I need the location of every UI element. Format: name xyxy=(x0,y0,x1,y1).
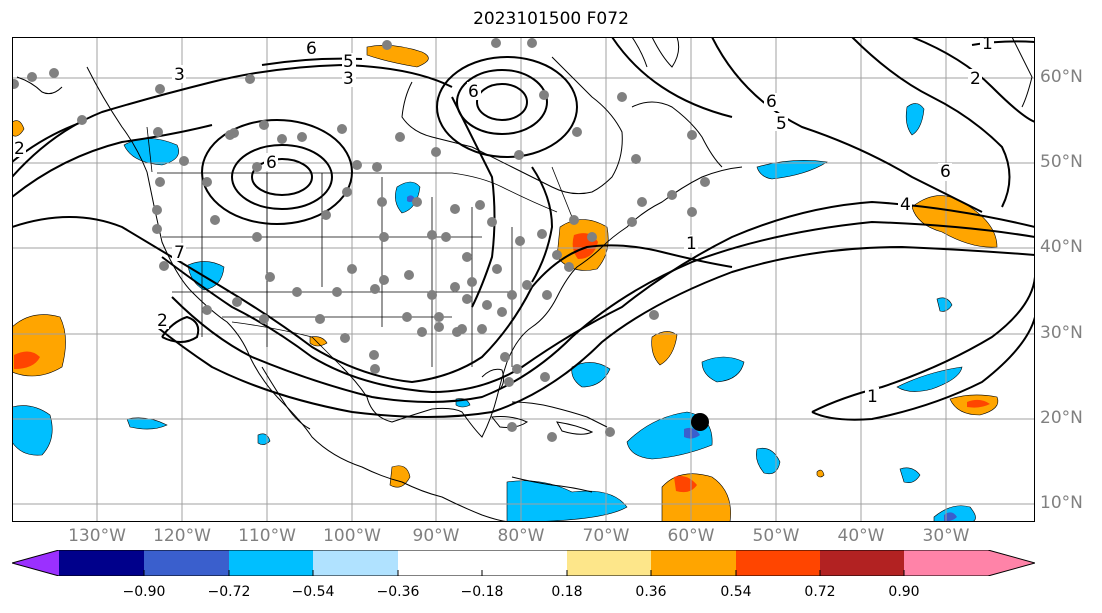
contour-label: 2 xyxy=(157,311,168,331)
contour-label: 6 xyxy=(468,82,479,102)
colorbar-segment xyxy=(144,550,229,576)
contour-label: 2 xyxy=(970,69,981,89)
contour-label: 6 xyxy=(766,92,777,112)
colorbar-tick-label: 0.36 xyxy=(635,584,667,600)
map-title: 2023101500 F072 xyxy=(473,9,629,29)
contour-label: 5 xyxy=(343,52,354,72)
colorbar-segment xyxy=(988,550,1035,576)
map-canvas: 3 3 5 5 6 6 6 6 6 4 2 2 1 1 2 1 7 xyxy=(12,37,1035,522)
contour-label: 7 xyxy=(174,243,185,263)
colorbar-segment xyxy=(904,550,988,576)
anomaly-shading xyxy=(12,45,999,522)
contour-label: 1 xyxy=(686,234,697,254)
colorbar-tick-label: 0.90 xyxy=(888,584,920,600)
colorbar-tick-label: 0.18 xyxy=(551,584,583,600)
colorbar-segment xyxy=(651,550,736,576)
lon-label-60w: 60°W xyxy=(667,526,715,546)
highlight-point-marker xyxy=(691,413,709,431)
lon-label-120w: 120°W xyxy=(153,526,211,546)
lon-label-130w: 130°W xyxy=(68,526,126,546)
colorbar-segment xyxy=(229,550,314,576)
lon-label-30w: 30°W xyxy=(922,526,970,546)
lon-label-100w: 100°W xyxy=(323,526,381,546)
lon-label-40w: 40°W xyxy=(837,526,885,546)
map-panel: 3 3 5 5 6 6 6 6 6 4 2 2 1 1 2 1 7 xyxy=(12,37,1035,522)
lon-label-50w: 50°W xyxy=(752,526,800,546)
colorbar-tick-label: −0.36 xyxy=(376,584,420,600)
colorbar-tick-label: −0.90 xyxy=(122,584,166,600)
lat-label-20n: 20°N xyxy=(1040,408,1083,428)
contour-label: 2 xyxy=(14,139,25,159)
colorbar-tick-label: −0.54 xyxy=(291,584,335,600)
colorbar-segment xyxy=(820,550,905,576)
contour-label: 1 xyxy=(867,387,878,407)
contour-label: 3 xyxy=(174,65,185,85)
colorbar-segment xyxy=(736,550,821,576)
lat-label-50n: 50°N xyxy=(1040,152,1083,172)
lat-label-40n: 40°N xyxy=(1040,237,1083,257)
lon-label-80w: 80°W xyxy=(497,526,545,546)
lat-label-10n: 10°N xyxy=(1040,493,1083,513)
contours xyxy=(12,37,1035,421)
lon-label-90w: 90°W xyxy=(412,526,460,546)
colorbar-segment xyxy=(59,550,144,576)
colorbar-segment xyxy=(313,550,398,576)
colorbar-tick-label: 0.54 xyxy=(720,584,752,600)
lon-label-110w: 110°W xyxy=(238,526,296,546)
contour-label: 6 xyxy=(940,162,951,182)
station-markers xyxy=(12,38,710,442)
colorbar xyxy=(12,550,1035,576)
contour-label: 4 xyxy=(900,195,911,215)
colorbar-tick-label: −0.72 xyxy=(207,584,251,600)
colorbar-segment xyxy=(567,550,652,576)
lat-label-60n: 60°N xyxy=(1040,67,1083,87)
contour-label: 5 xyxy=(776,114,787,134)
contour-label: 6 xyxy=(266,153,277,173)
colorbar-segment xyxy=(12,550,59,576)
contour-label: 1 xyxy=(982,37,993,54)
contour-label: 3 xyxy=(343,69,354,89)
colorbar-tick-label: −0.18 xyxy=(460,584,504,600)
contour-labels: 3 3 5 5 6 6 6 6 6 4 2 2 1 1 2 1 7 xyxy=(12,37,994,407)
colorbar-tick-label: 0.72 xyxy=(804,584,836,600)
lat-label-30n: 30°N xyxy=(1040,323,1083,343)
coastlines xyxy=(16,37,1033,522)
contour-label: 6 xyxy=(306,39,317,59)
lon-label-70w: 70°W xyxy=(582,526,630,546)
